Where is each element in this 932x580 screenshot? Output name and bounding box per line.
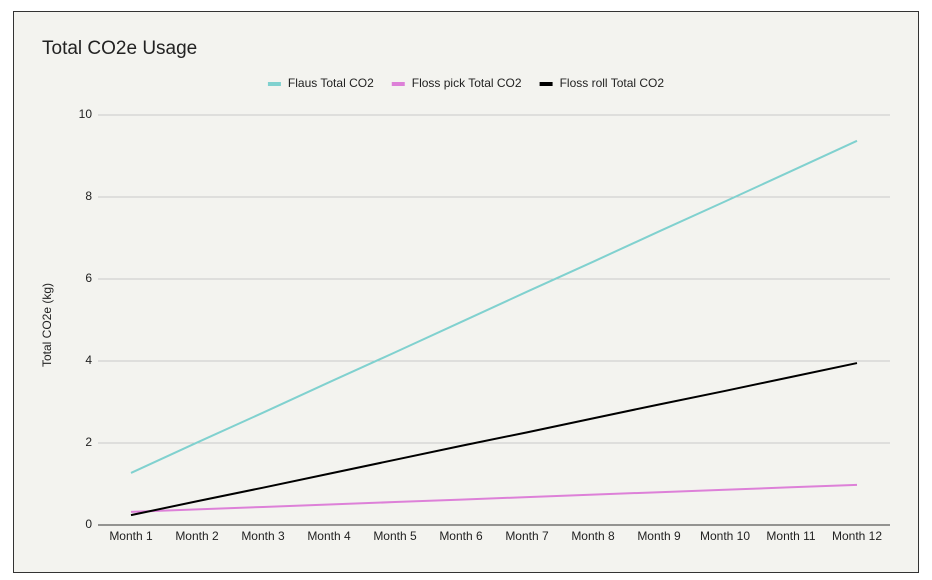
x-tick-label: Month 12 — [832, 529, 882, 543]
x-tick-label: Month 8 — [571, 529, 615, 543]
y-tick-label: 10 — [79, 107, 93, 121]
legend-label: Flaus Total CO2 — [288, 76, 374, 90]
chart-title: Total CO2e Usage — [42, 38, 197, 59]
x-tick-label: Month 4 — [307, 529, 351, 543]
x-tick-label: Month 2 — [175, 529, 219, 543]
y-tick-label: 8 — [85, 189, 92, 203]
line-series — [130, 362, 858, 517]
y-tick-label: 4 — [85, 353, 92, 367]
x-tick-label: Month 7 — [505, 529, 549, 543]
y-tick-label: 6 — [85, 271, 92, 285]
chart-frame — [13, 11, 919, 573]
x-tick-label: Month 1 — [109, 529, 153, 543]
x-tick-label: Month 11 — [766, 529, 815, 543]
legend-label: Floss pick Total CO2 — [412, 76, 522, 90]
line-series — [130, 483, 858, 513]
y-tick-label: 2 — [85, 435, 92, 449]
x-tick-label: Month 3 — [241, 529, 285, 543]
x-tick-label: Month 9 — [637, 529, 681, 543]
x-tick-label: Month 6 — [439, 529, 483, 543]
y-axis-label: Total CO2e (kg) — [40, 283, 54, 367]
x-tick-label: Month 10 — [700, 529, 750, 543]
y-tick-label: 0 — [85, 517, 92, 531]
x-tick-label: Month 5 — [373, 529, 417, 543]
legend-label: Floss roll Total CO2 — [560, 76, 665, 90]
line-series — [130, 139, 858, 474]
